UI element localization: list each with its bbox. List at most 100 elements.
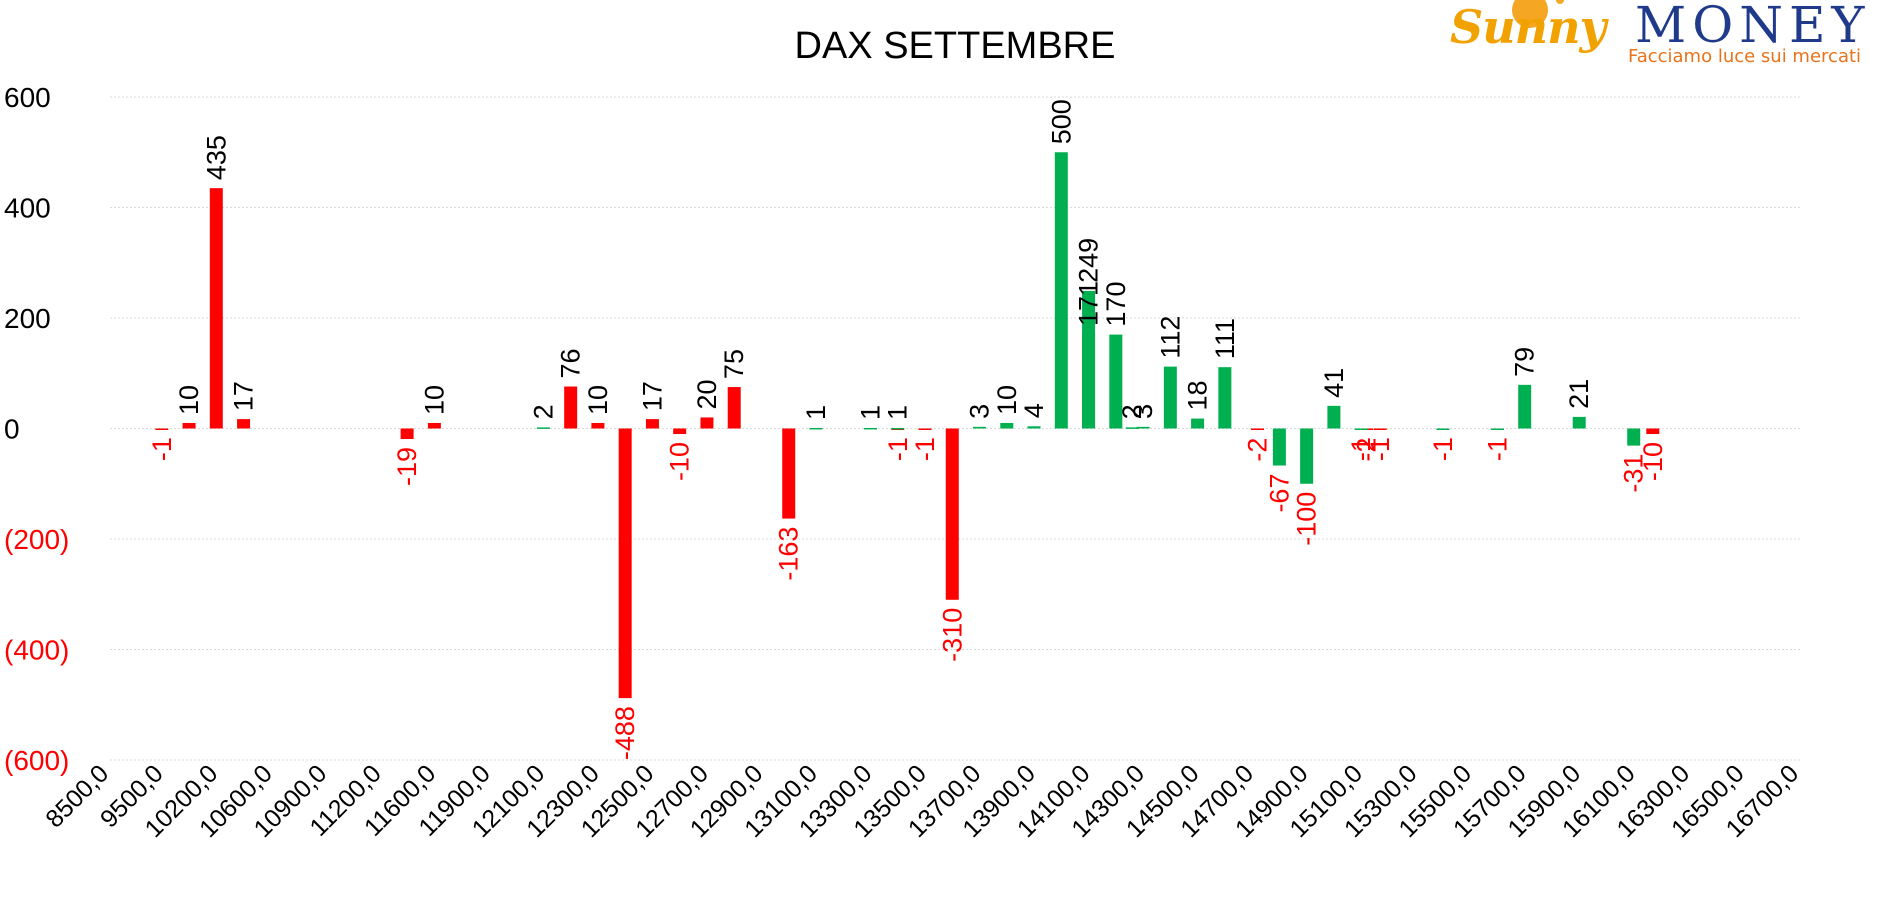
data-label: -19	[392, 447, 422, 486]
bar	[1373, 428, 1387, 430]
data-label: -67	[1264, 474, 1294, 513]
bar	[1027, 426, 1041, 429]
data-label: 2	[528, 404, 558, 419]
bar	[1136, 426, 1150, 429]
data-label: 76	[556, 348, 586, 378]
data-label: 112	[1155, 316, 1185, 359]
data-label: 10	[174, 385, 204, 415]
data-label: -31	[1619, 454, 1649, 493]
bars	[155, 152, 1660, 699]
y-tick-label: 200	[4, 303, 51, 334]
data-label: 500	[1046, 99, 1076, 144]
y-axis: 600 400 200 0 (200) (400) (600)	[4, 82, 69, 776]
y-tick-label: (600)	[4, 745, 69, 776]
data-label: -1	[147, 437, 177, 461]
bar	[1272, 428, 1286, 466]
data-label: 170	[1101, 282, 1131, 327]
bar	[727, 387, 741, 429]
data-labels: -11043517-19107610-48817-102075-163-1-1-…	[147, 99, 1668, 760]
bar	[155, 428, 169, 430]
x-axis: 8500,09500,010200,010600,010900,011200,0…	[40, 759, 1804, 843]
bar	[918, 428, 932, 430]
bar	[1000, 422, 1014, 429]
data-label: -488	[610, 706, 640, 760]
bar	[891, 427, 905, 430]
bar	[673, 428, 687, 435]
data-label: -1	[1365, 437, 1395, 461]
y-tick-label: 400	[4, 193, 51, 224]
data-label: 17	[229, 381, 259, 411]
bar	[1191, 418, 1205, 429]
data-label: 3	[1128, 404, 1158, 419]
bar	[1518, 384, 1532, 429]
bar	[427, 422, 441, 429]
bar	[1627, 428, 1641, 446]
data-label: 79	[1510, 347, 1540, 377]
bar	[1572, 416, 1586, 429]
data-label: 17	[637, 381, 667, 411]
bar	[536, 427, 550, 429]
bar	[1300, 428, 1314, 484]
data-label: 1	[856, 405, 886, 420]
data-label: -310	[937, 608, 967, 662]
data-label: -1	[910, 437, 940, 461]
bar	[1354, 428, 1368, 430]
data-label: 1	[883, 405, 913, 420]
data-label: 1	[801, 405, 831, 420]
data-label: 3	[965, 404, 995, 419]
data-label: -2	[1243, 438, 1273, 462]
logo-brand-right: MONEY	[1635, 0, 1871, 54]
data-label: -1	[1428, 437, 1458, 461]
data-label: 249	[1074, 238, 1104, 283]
bar	[182, 422, 196, 429]
sunny-money-logo: Sunny MONEY Facciamo luce sui mercati	[1440, 0, 1880, 70]
bar	[1251, 428, 1265, 430]
data-label: -10	[1638, 442, 1668, 481]
bar	[864, 427, 877, 430]
data-label: -163	[774, 527, 804, 581]
bar	[618, 428, 632, 699]
bar	[1218, 367, 1232, 429]
data-label: 10	[992, 385, 1022, 415]
data-label: 2	[1117, 404, 1147, 419]
logo-brand-left: Sunny	[1450, 0, 1606, 54]
bar	[782, 428, 796, 519]
data-label: 111	[1210, 318, 1240, 359]
y-tick-label: 0	[4, 414, 20, 445]
bar	[973, 426, 987, 429]
bar	[945, 428, 959, 600]
data-label: -1	[1346, 437, 1376, 461]
data-label: -100	[1292, 492, 1322, 546]
bar	[1082, 290, 1096, 429]
bar	[591, 422, 605, 429]
bar	[209, 188, 223, 429]
y-tick-label: (200)	[4, 524, 69, 555]
bar	[1646, 428, 1660, 435]
data-label: 41	[1319, 368, 1349, 398]
data-label: 171	[1074, 281, 1104, 326]
y-tick-label: (400)	[4, 635, 69, 666]
data-label: 20	[692, 379, 722, 409]
bar	[1054, 152, 1068, 429]
bar	[1125, 427, 1139, 429]
data-label: 10	[419, 385, 449, 415]
bar	[1436, 428, 1450, 430]
data-label: 18	[1183, 381, 1213, 411]
bar	[564, 386, 578, 429]
bar	[1327, 405, 1341, 429]
bar	[400, 428, 414, 439]
data-label: 10	[583, 385, 613, 415]
data-label: -2	[1352, 438, 1382, 462]
sun-icon	[1512, 0, 1564, 28]
logo-tagline: Facciamo luce sui mercati	[1628, 46, 1862, 67]
bar	[1490, 428, 1504, 430]
bar	[237, 419, 251, 429]
data-label: 435	[201, 135, 231, 180]
bar	[809, 427, 823, 430]
data-label: 4	[1019, 403, 1049, 418]
bar	[645, 419, 659, 429]
chart-title: DAX SETTEMBRE	[795, 25, 1116, 67]
data-label: -1	[883, 437, 913, 461]
bar	[1163, 366, 1177, 429]
